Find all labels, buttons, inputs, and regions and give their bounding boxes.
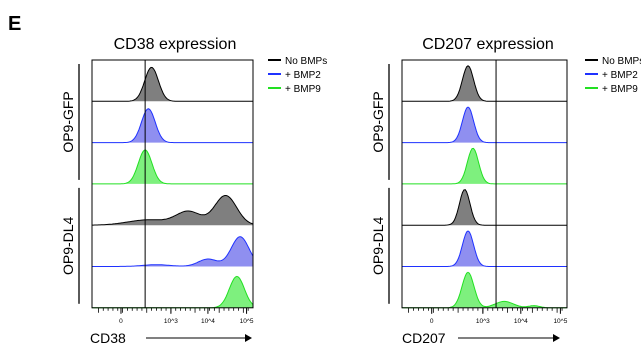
histogram-op9-gfp-2 — [92, 108, 253, 143]
group-label: OP9-DL4 — [370, 216, 386, 275]
x-axis-label: CD38 — [90, 330, 126, 346]
x-tick-label: 0 — [119, 318, 123, 325]
histogram-outline-1 — [91, 195, 254, 226]
plot-frame — [91, 59, 254, 309]
histogram-outline-1 — [92, 66, 253, 102]
histogram-outline-2 — [402, 230, 567, 267]
histogram-op9-dl4-2 — [402, 231, 567, 267]
group-label: OP9-GFP — [370, 91, 386, 152]
histogram-outline-3 — [402, 147, 567, 185]
histogram-op9-dl4-3 — [92, 276, 253, 308]
histogram-op9-gfp-1 — [92, 67, 253, 102]
group-label: OP9-GFP — [60, 91, 76, 152]
histogram-outline-3 — [402, 271, 567, 309]
charts: CD38 expression OP9-GFP OP9-DL4 0 10^3 10^4 10… — [60, 36, 641, 346]
histogram-op9-gfp-3 — [92, 150, 253, 184]
x-tick-label: 0 — [430, 318, 434, 325]
histogram-outline-1 — [402, 189, 567, 226]
chart-title: CD38 expression — [114, 36, 237, 53]
histogram-op9-dl4-3 — [402, 272, 567, 308]
chart-1: CD207 expression OP9-GFP OP9-DL4 0 10^3 10^4 1… — [370, 36, 641, 346]
legend-label: No BMPs — [602, 56, 641, 67]
histogram-outline-2 — [92, 108, 253, 144]
panel-label: E — [8, 13, 21, 35]
histogram-outline-3 — [92, 149, 253, 185]
legend-label: + BMP2 — [285, 70, 321, 81]
histogram-outline-2 — [402, 106, 567, 144]
histogram-op9-dl4-1 — [92, 195, 253, 226]
x-axis-arrowhead — [553, 334, 560, 342]
histogram-op9-dl4-1 — [402, 189, 567, 226]
x-tick-label: 10^5 — [553, 318, 567, 325]
group-label: OP9-DL4 — [60, 216, 76, 275]
x-tick-label: 10^3 — [164, 318, 178, 325]
histogram-op9-gfp-2 — [402, 107, 567, 143]
plot-frame — [401, 59, 568, 309]
histogram-op9-gfp-1 — [402, 65, 567, 102]
histogram-op9-dl4-2 — [92, 236, 253, 267]
histogram-outline-1 — [402, 65, 567, 102]
x-axis-arrowhead — [245, 334, 252, 342]
x-tick-label: 10^4 — [201, 318, 215, 325]
x-tick-label: 10^3 — [476, 318, 490, 325]
legend-label: + BMP9 — [285, 84, 321, 95]
legend-label: + BMP9 — [602, 84, 638, 95]
x-tick-label: 10^4 — [514, 318, 528, 325]
chart-0: CD38 expression OP9-GFP OP9-DL4 0 10^3 10^4 10… — [60, 36, 327, 346]
x-tick-label: 10^5 — [240, 318, 254, 325]
x-axis-label: CD207 — [402, 330, 446, 346]
legend-label: No BMPs — [285, 56, 327, 67]
histogram-outline-2 — [92, 236, 254, 267]
legend-label: + BMP2 — [602, 70, 638, 81]
chart-title: CD207 expression — [422, 36, 554, 53]
